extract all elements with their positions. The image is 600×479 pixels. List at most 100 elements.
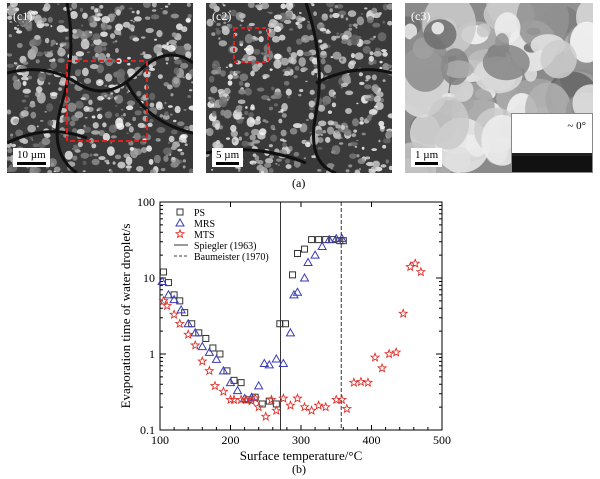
data-point (190, 339, 201, 350)
data-point (225, 394, 236, 405)
data-point (362, 377, 374, 388)
y-axis-label: Evaporation time of water droplet/s (118, 224, 133, 409)
scale-bar-line (216, 162, 240, 165)
legend-label: MTS (194, 230, 215, 241)
data-point (232, 385, 243, 395)
data-point (271, 405, 282, 416)
data-point (169, 294, 179, 304)
x-tick-label: 300 (292, 433, 310, 447)
crack (7, 130, 88, 145)
scale-bar-label: 1 µm (415, 149, 439, 161)
data-point (306, 405, 317, 416)
data-point (190, 327, 201, 337)
data-point (281, 320, 289, 328)
data-point (278, 358, 289, 367)
data-point (209, 344, 217, 352)
data-point (317, 241, 328, 250)
y-tick-label: 0.1 (140, 423, 155, 437)
data-point (259, 358, 270, 367)
data-point (197, 355, 208, 366)
data-point (197, 341, 208, 351)
data-point (246, 395, 257, 406)
data-point (202, 334, 210, 342)
data-point (299, 401, 310, 412)
data-point (337, 233, 347, 243)
contact-angle-inset: ~ 0° (511, 113, 593, 173)
legend-label: Baumeister (1970) (194, 252, 269, 263)
scale-bar-line (17, 162, 46, 165)
data-point (174, 318, 185, 329)
data-point (324, 234, 335, 244)
micrograph-c2-texture (206, 3, 392, 173)
data-point (253, 380, 264, 390)
x-tick-label: 500 (433, 433, 451, 447)
data-point (204, 365, 215, 376)
legend-marker (176, 208, 184, 216)
micrograph-c2: (c2) 5 µm (206, 3, 392, 173)
legend-marker (174, 228, 186, 239)
data-point (168, 309, 180, 320)
data-point (292, 393, 303, 403)
data-point (183, 318, 194, 328)
data-point (218, 386, 229, 397)
data-point (276, 320, 284, 328)
data-point (398, 308, 409, 319)
data-point (299, 272, 310, 282)
data-point (355, 376, 367, 387)
micrograph-tag: (c1) (13, 9, 33, 23)
x-tick-label: 400 (363, 433, 381, 447)
data-point (225, 377, 236, 387)
scale-bar: 1 µm (411, 148, 443, 167)
data-point (249, 393, 261, 403)
data-point (176, 304, 187, 314)
data-point (289, 289, 299, 299)
data-point (158, 295, 169, 306)
data-point (264, 359, 275, 369)
data-point (216, 350, 224, 358)
data-point (271, 353, 282, 363)
micrograph-c1-texture (7, 3, 193, 173)
y-tick-label: 100 (137, 195, 155, 209)
data-point (313, 400, 324, 410)
substrate (512, 156, 592, 172)
contact-angle-label: ~ 0° (567, 120, 586, 132)
data-point (289, 271, 297, 279)
scale-bar: 10 µm (13, 148, 50, 167)
data-point (266, 394, 277, 405)
droplet-film (512, 153, 592, 156)
scale-bar-label: 10 µm (17, 149, 46, 161)
data-point (301, 245, 309, 253)
series-mts (158, 258, 427, 422)
data-point (390, 346, 402, 357)
micrograph-tag: (c2) (212, 9, 232, 23)
panel-b-caption: (b) (292, 462, 306, 476)
data-point (240, 394, 252, 405)
data-point (253, 401, 264, 412)
data-point (376, 362, 388, 373)
micrograph-c3-texture (405, 3, 593, 173)
data-point (163, 289, 174, 299)
series-mrs (157, 233, 347, 402)
data-point (331, 233, 342, 243)
data-point (211, 354, 222, 363)
x-tick-label: 200 (222, 433, 240, 447)
data-point (218, 365, 229, 375)
micrograph-c3: (c3) 1 µm ~ 0° (405, 3, 593, 173)
data-point (160, 268, 168, 276)
scale-bar-label: 5 µm (216, 149, 240, 161)
data-point (183, 329, 194, 340)
legend-label: Spiegler (1963) (194, 241, 257, 252)
crack (125, 82, 193, 135)
x-tick-label: 100 (151, 433, 169, 447)
data-point (369, 352, 381, 362)
crack (304, 3, 337, 173)
series-ps (160, 236, 347, 408)
data-point (292, 287, 303, 296)
data-point (278, 393, 289, 403)
x-axis-label: Surface temperature/°C (240, 448, 363, 463)
data-point (157, 276, 167, 285)
magnified-region-box (66, 60, 148, 142)
data-point (293, 250, 301, 258)
micrograph-c1: (c1) 10 µm (7, 3, 193, 173)
scale-bar-line (415, 162, 439, 165)
